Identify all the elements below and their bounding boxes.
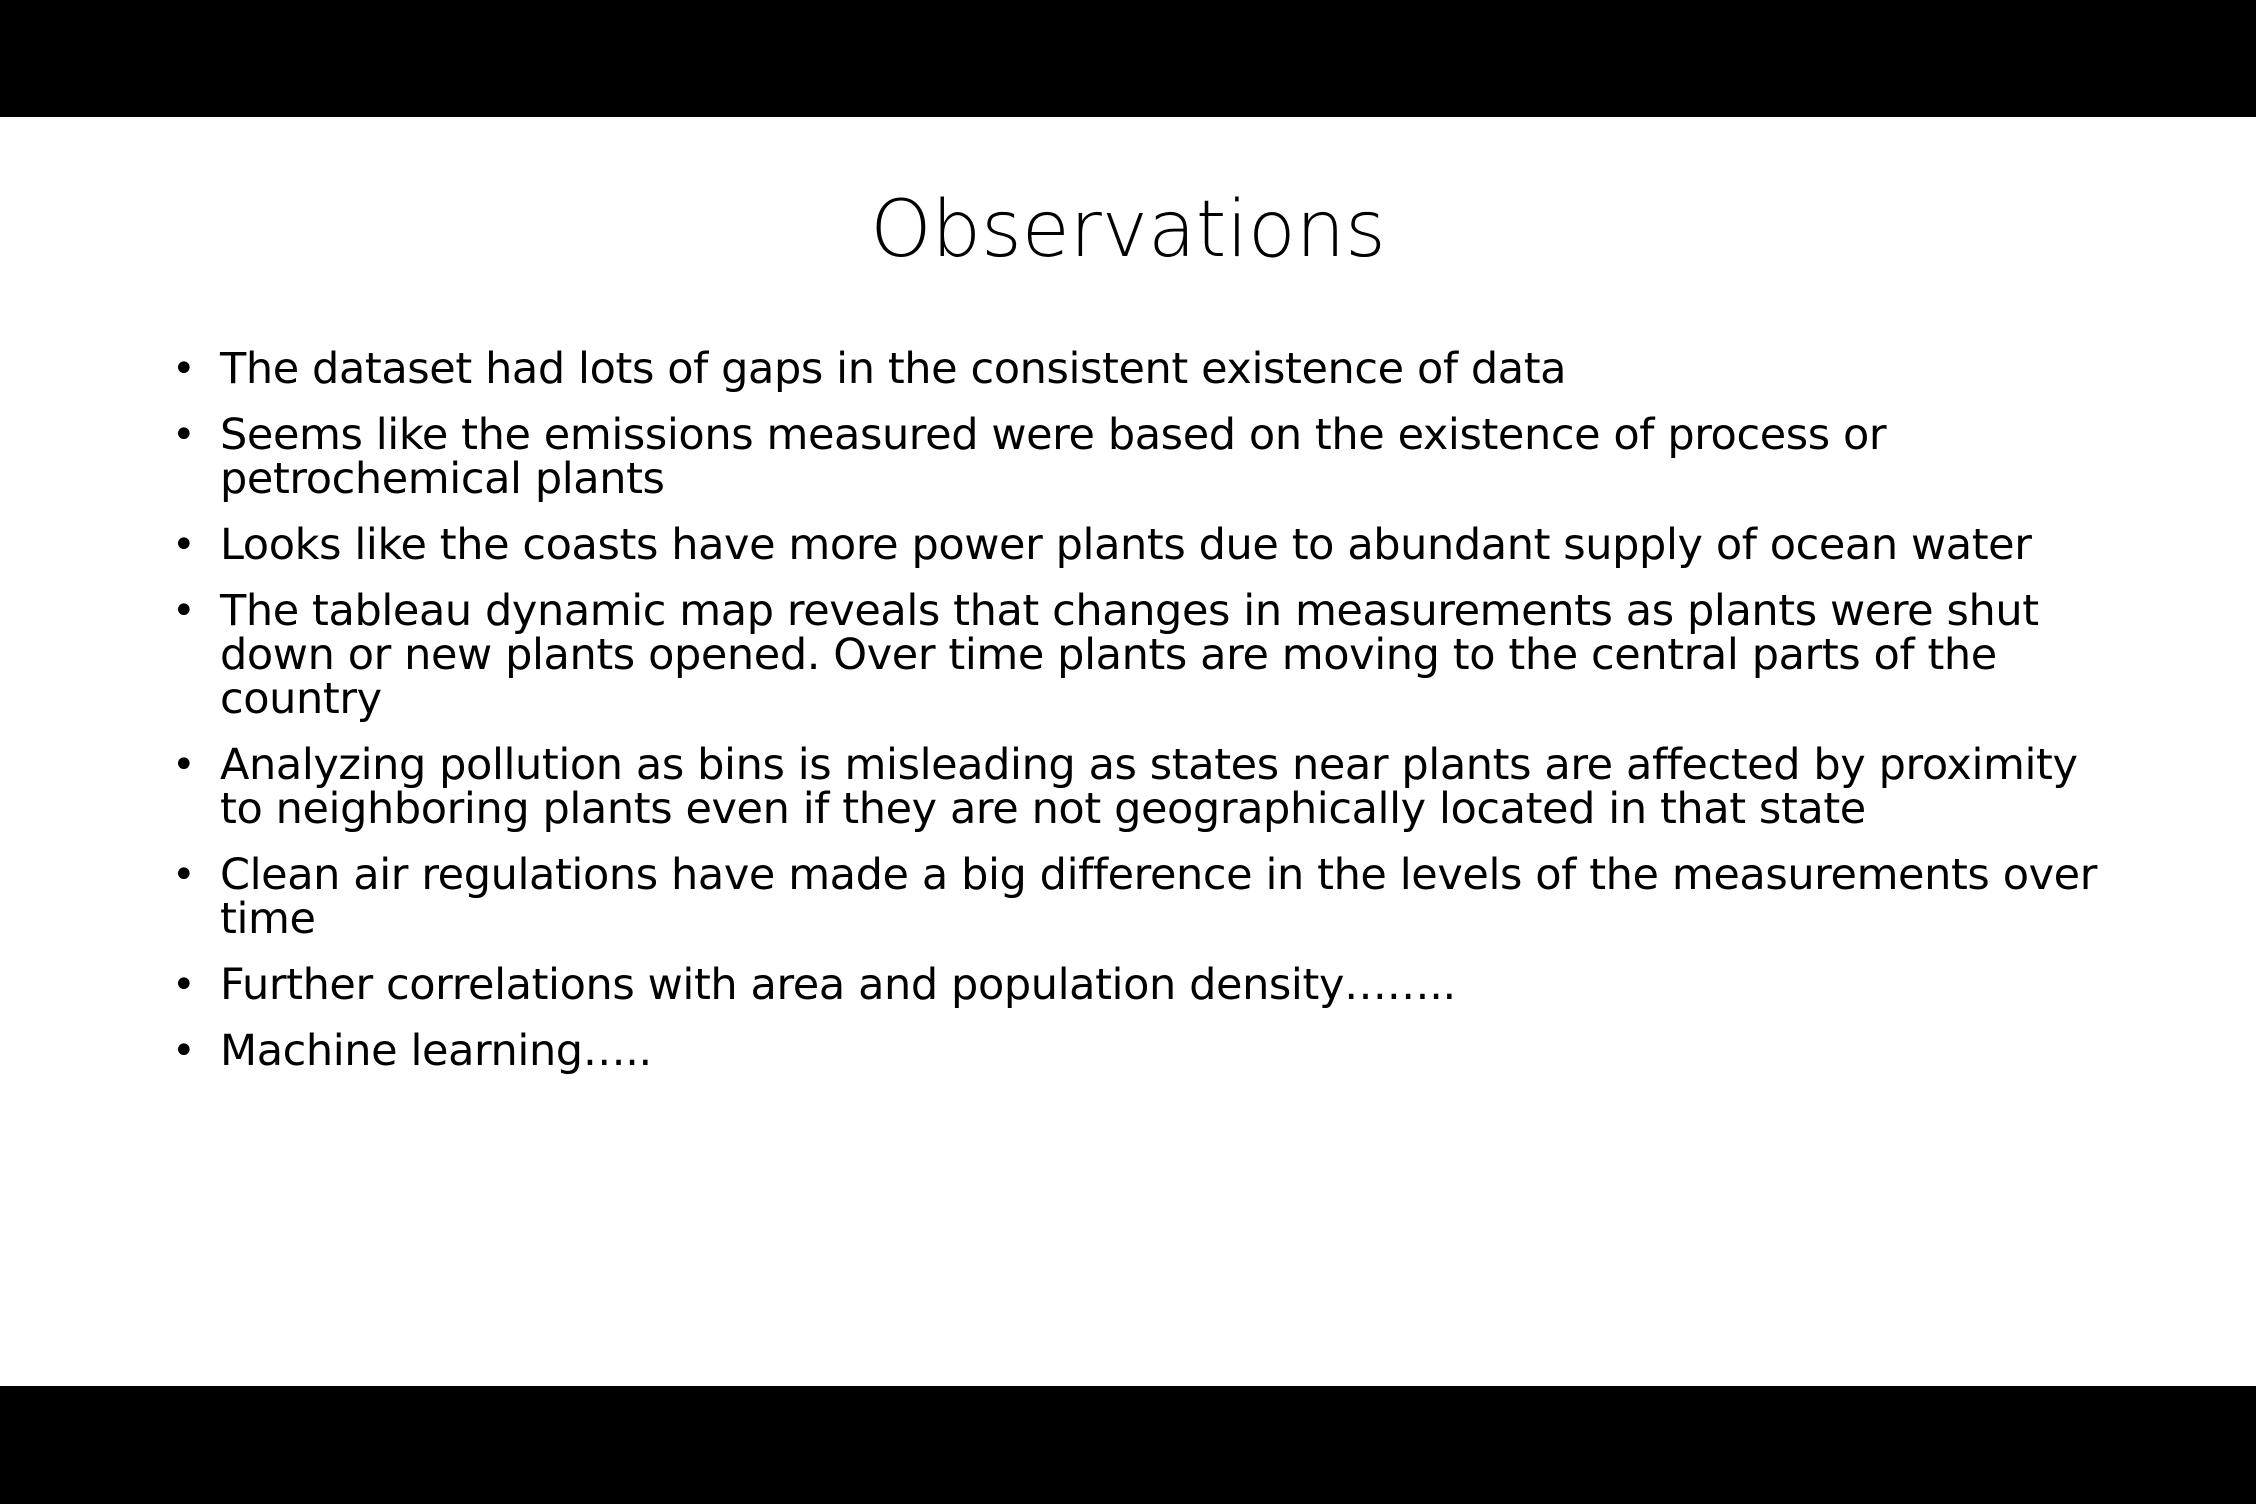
- bullet-icon: •: [172, 346, 196, 392]
- bullet-list: • The dataset had lots of gaps in the co…: [172, 347, 2112, 1095]
- bullet-text: Analyzing pollution as bins is misleadin…: [220, 740, 2078, 834]
- bullet-icon: •: [172, 852, 196, 898]
- bullet-icon: •: [172, 742, 196, 788]
- bullet-text: Clean air regulations have made a big di…: [220, 850, 2097, 944]
- bullet-icon: •: [172, 588, 196, 634]
- bullet-item: • The dataset had lots of gaps in the co…: [172, 347, 2112, 391]
- bullet-text: The dataset had lots of gaps in the cons…: [220, 344, 1567, 394]
- bullet-item: • Analyzing pollution as bins is mislead…: [172, 743, 2112, 831]
- bullet-icon: •: [172, 522, 196, 568]
- bullet-text: Machine learning…..: [220, 1026, 652, 1076]
- bullet-icon: •: [172, 412, 196, 458]
- bullet-item: • Looks like the coasts have more power …: [172, 523, 2112, 567]
- slide-title: Observations: [870, 185, 1386, 275]
- bullet-text: Looks like the coasts have more power pl…: [220, 520, 2032, 570]
- bullet-text: The tableau dynamic map reveals that cha…: [220, 586, 2039, 724]
- letterbox-bottom: [0, 1386, 2256, 1504]
- bullet-icon: •: [172, 1028, 196, 1074]
- bullet-item: • Clean air regulations have made a big …: [172, 853, 2112, 941]
- bullet-item: • Machine learning…..: [172, 1029, 2112, 1073]
- presentation-slide: Observations • The dataset had lots of g…: [0, 117, 2256, 1386]
- bullet-text: Seems like the emissions measured were b…: [220, 410, 1887, 504]
- bullet-icon: •: [172, 962, 196, 1008]
- bullet-text: Further correlations with area and popul…: [220, 960, 1456, 1010]
- bullet-item: • The tableau dynamic map reveals that c…: [172, 589, 2112, 721]
- bullet-item: • Further correlations with area and pop…: [172, 963, 2112, 1007]
- letterbox-top: [0, 0, 2256, 117]
- bullet-item: • Seems like the emissions measured were…: [172, 413, 2112, 501]
